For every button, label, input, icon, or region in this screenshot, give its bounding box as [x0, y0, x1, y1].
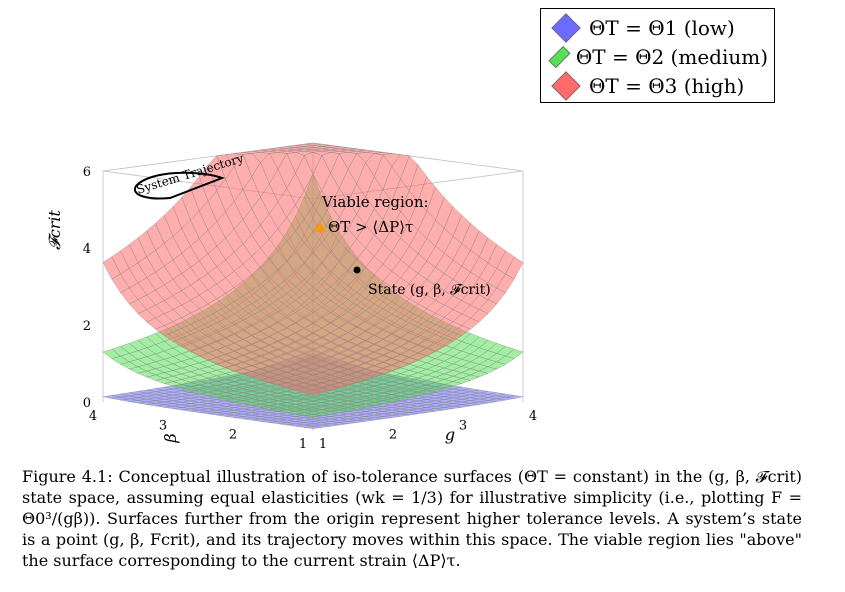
- beta-tick-label: 2: [229, 428, 237, 443]
- viable-region-label: Viable region:: [321, 193, 429, 211]
- surface-level-3: [102, 142, 524, 396]
- legend-label-low: ΘT = Θ1 (low): [589, 15, 735, 40]
- caption-text: Conceptual illustration of iso-tolerance…: [22, 467, 803, 570]
- legend: ΘT = Θ1 (low) ΘT = Θ2 (medium) ΘT = Θ3 (…: [540, 8, 775, 103]
- viable-arrow-icon: [314, 222, 326, 232]
- figure-3d-plot: 0 2 4 6 1 2 3 4 1 2 3 4 𝓕crit β g System Trajectory Viab…: [45, 142, 537, 452]
- g-axis-label: g: [445, 425, 455, 444]
- z-axis-label: 𝓕crit: [45, 209, 64, 250]
- legend-entry-medium: ΘT = Θ2 (medium): [547, 42, 768, 71]
- legend-swatch-low: [551, 12, 581, 43]
- legend-label-medium: ΘT = Θ2 (medium): [575, 44, 768, 69]
- g-tick-label: 1: [319, 437, 327, 452]
- z-tick-label: 6: [83, 165, 91, 180]
- state-label: State (g, β, 𝓕crit): [368, 282, 491, 298]
- beta-axis-label: β: [161, 433, 180, 443]
- figure-caption: Figure 4.1: Conceptual illustration of i…: [22, 466, 802, 571]
- g-tick-label: 2: [389, 428, 397, 443]
- z-tick-label: 4: [83, 242, 91, 257]
- legend-entry-high: ΘT = Θ3 (high): [547, 70, 768, 101]
- z-tick-label: 2: [83, 319, 91, 334]
- g-tick-label: 3: [459, 418, 467, 433]
- g-tick-label: 4: [529, 409, 537, 424]
- beta-tick-label: 4: [89, 409, 97, 424]
- viable-region-condition: ΘT > ⟨ΔP⟩τ: [328, 218, 413, 236]
- z-tick-label: 0: [83, 396, 91, 411]
- beta-tick-label: 3: [159, 418, 167, 433]
- legend-swatch-medium: [548, 45, 571, 68]
- beta-tick-label: 1: [299, 437, 307, 452]
- legend-swatch-high: [551, 70, 581, 101]
- legend-label-high: ΘT = Θ3 (high): [589, 73, 745, 98]
- surface-cell: [304, 142, 322, 146]
- caption-label: Figure 4.1:: [22, 467, 113, 486]
- legend-entry-low: ΘT = Θ1 (low): [547, 12, 768, 43]
- state-point: [353, 266, 361, 274]
- trajectory-path: [133, 171, 225, 200]
